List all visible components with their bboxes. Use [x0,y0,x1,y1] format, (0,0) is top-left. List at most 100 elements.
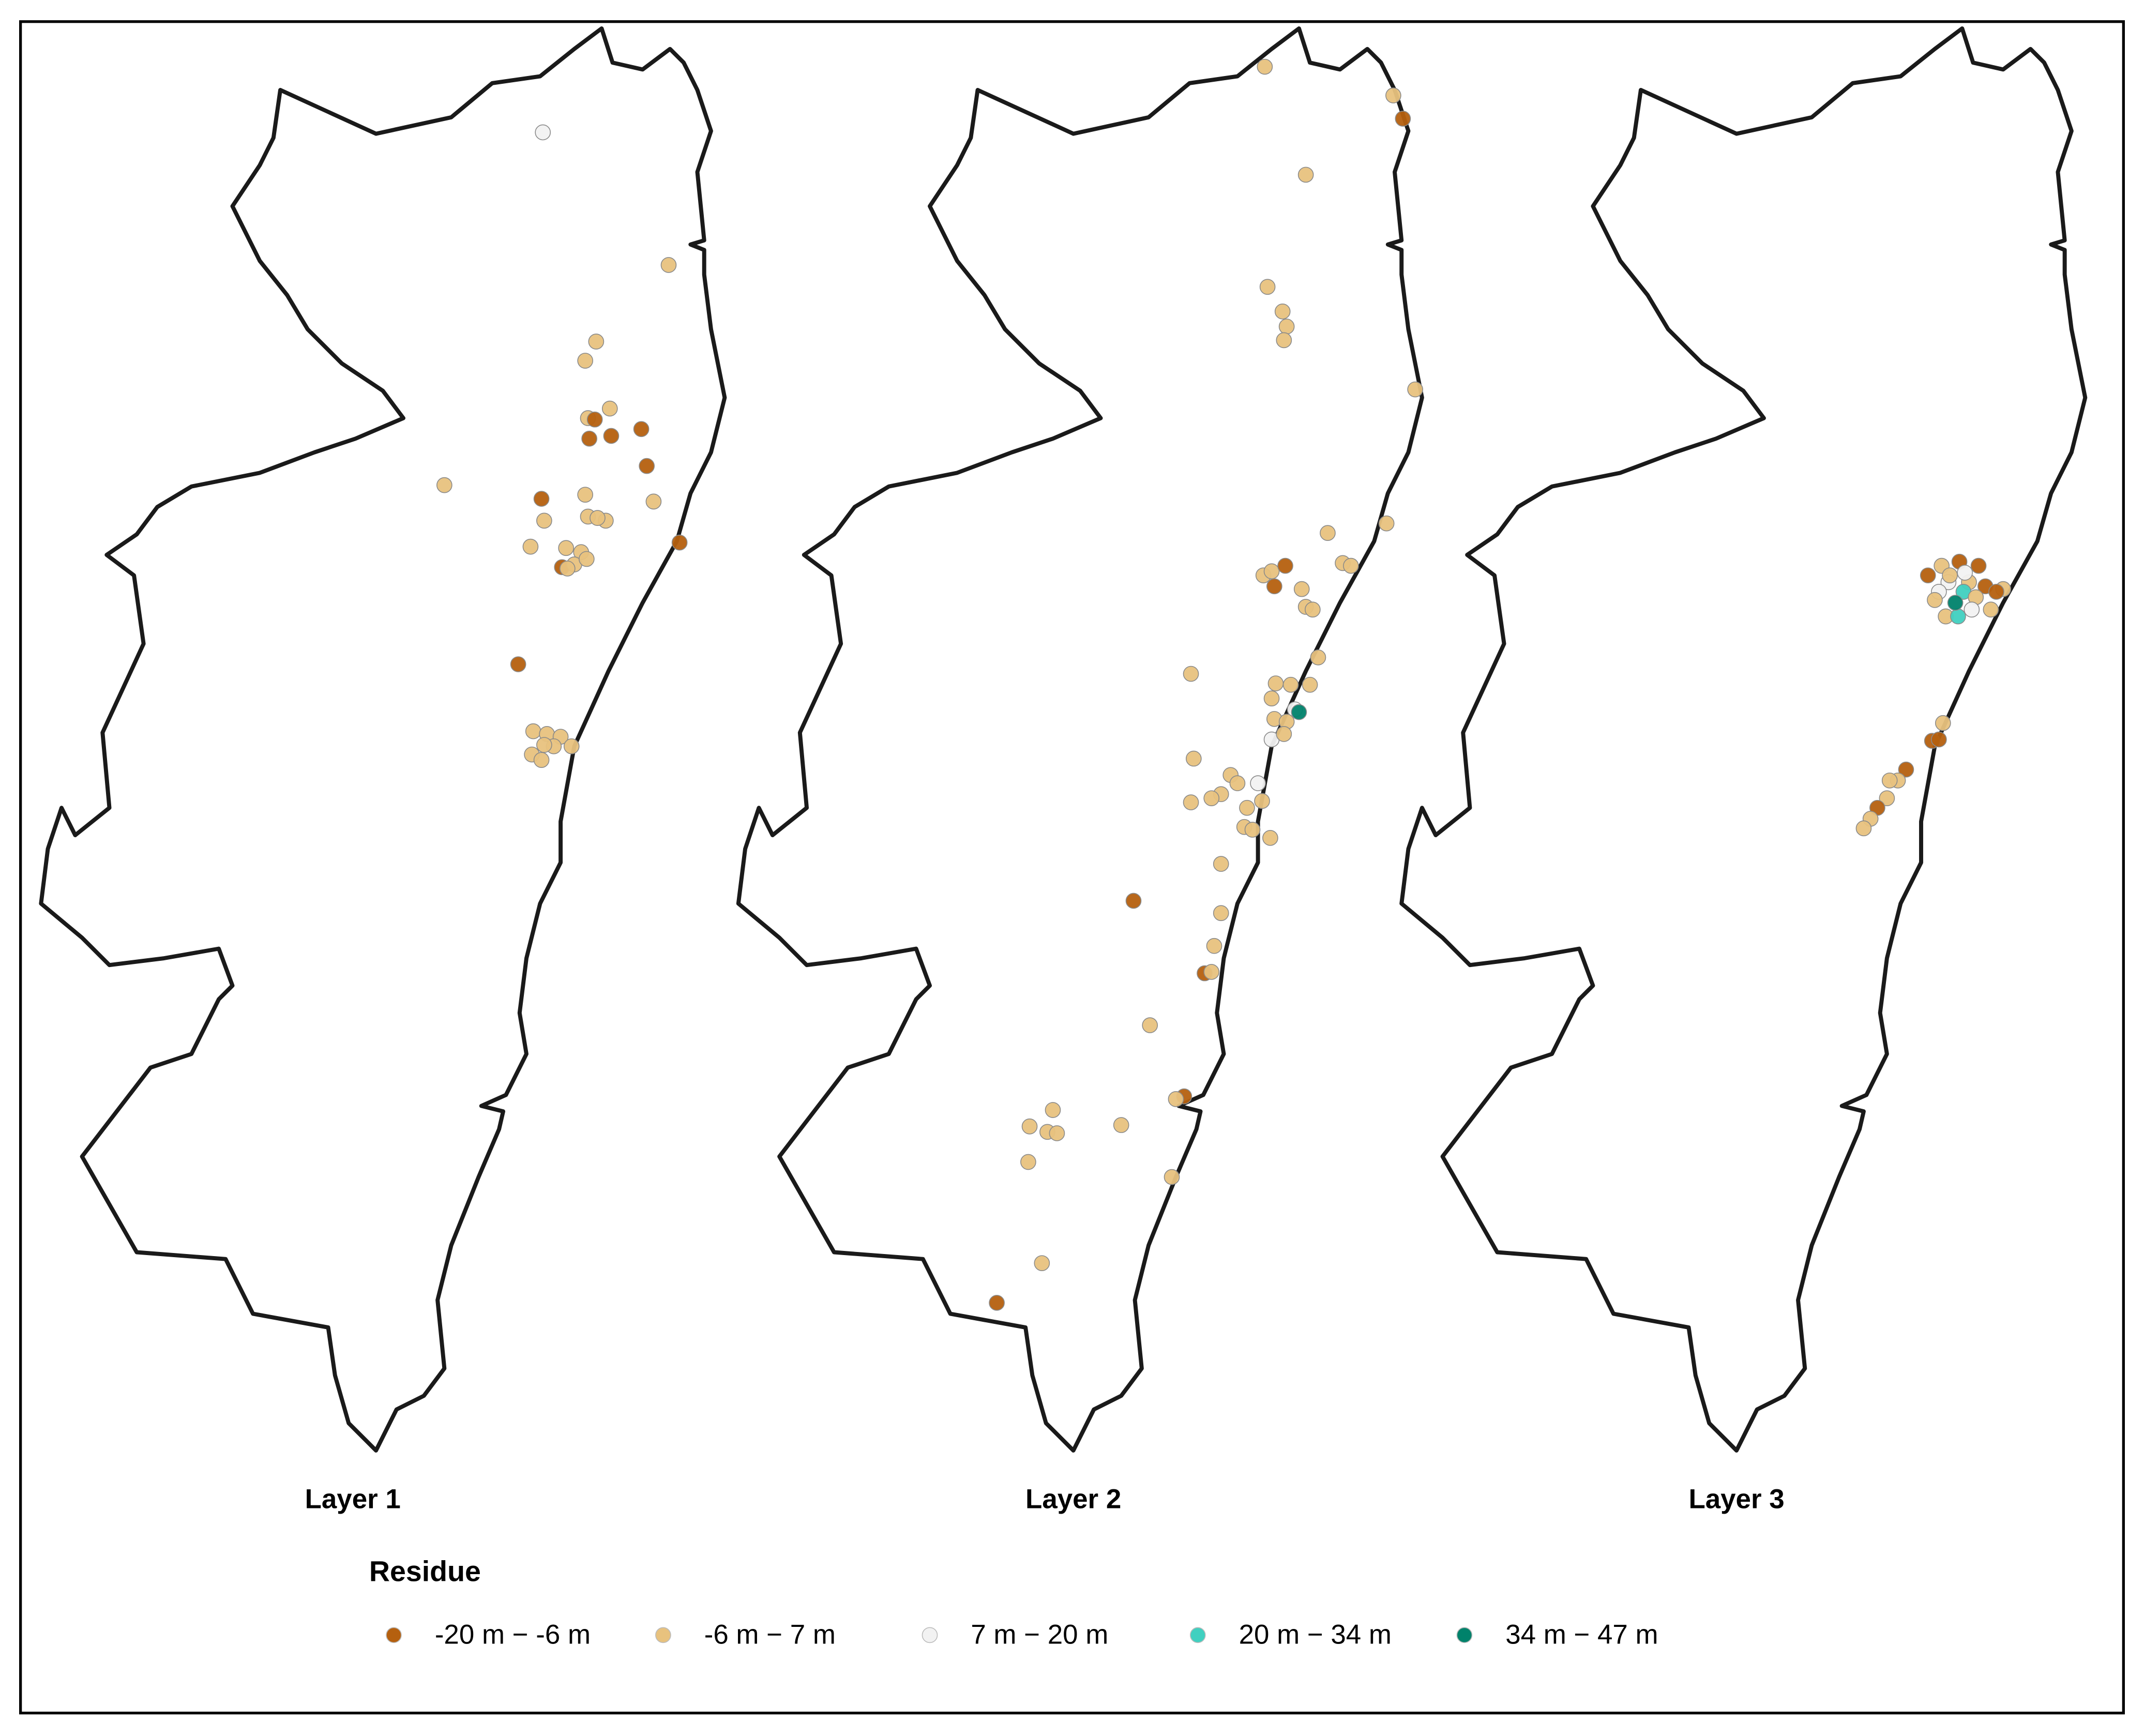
point [645,493,662,510]
legend-label: 34 m − 47 m [1505,1619,1658,1650]
point [577,487,594,503]
point [1276,332,1292,349]
point [1950,608,1966,625]
point [1957,565,1973,581]
point [1183,666,1199,682]
point [1213,905,1229,922]
point [1855,820,1872,837]
point [1305,601,1321,618]
legend-key [1456,1627,1473,1643]
point [1125,893,1142,909]
point [1259,279,1276,295]
point [1378,515,1395,532]
point [1164,1169,1180,1185]
point [1244,822,1261,838]
point [1263,690,1280,706]
point [633,421,650,437]
point [1229,775,1246,791]
legend-label: 20 m − 34 m [1239,1619,1392,1650]
point [535,124,551,141]
point [1988,584,2004,600]
point [1262,829,1278,846]
point [559,561,576,577]
point [1276,726,1292,742]
legend-label: -6 m − 7 m [704,1619,836,1650]
point [1343,557,1359,574]
point [1935,715,1951,731]
point [525,723,541,739]
point [1879,790,1895,806]
point [1297,167,1314,183]
point [1407,381,1424,398]
point [1970,557,1987,574]
point [1927,592,1943,608]
point [1277,557,1293,574]
point [1257,58,1273,75]
point [1947,595,1964,611]
point [1931,731,1947,748]
legend-title: Residue [369,1556,481,1588]
point [1278,319,1295,335]
point [1274,304,1291,320]
panel-title: Layer 3 [1688,1484,1784,1515]
legend-key [655,1627,671,1643]
point [1310,649,1326,666]
point [603,428,620,444]
frame [19,20,2125,1715]
point [1320,525,1336,541]
point [510,656,526,672]
point [558,540,575,556]
legend-label: -20 m − -6 m [435,1619,591,1650]
legend-key [922,1627,938,1643]
point [533,752,550,768]
point [1881,772,1898,789]
point [1964,601,1980,618]
point [989,1294,1005,1311]
point [1183,794,1199,810]
points [436,58,2011,1311]
point [536,512,552,529]
point [533,491,550,507]
point [601,400,618,417]
legend-label: 7 m − 20 m [971,1619,1108,1650]
panel-title: Layer 1 [305,1484,401,1515]
point [1302,676,1318,693]
point [1898,761,1914,778]
point [1395,111,1411,127]
point [1263,563,1280,580]
point [639,458,655,474]
point [671,534,688,551]
point [436,477,452,493]
point [1920,567,1936,583]
point [1250,775,1266,791]
point [578,551,595,567]
point [590,510,606,526]
point [1049,1125,1065,1141]
point [1185,750,1202,767]
point [1266,578,1282,595]
point [1293,581,1310,597]
point [1282,676,1299,693]
point [1983,601,1999,618]
point [660,257,677,273]
point [1034,1255,1050,1271]
point [1254,793,1270,809]
point [1206,938,1222,954]
point [1203,964,1220,980]
point [1213,856,1229,872]
point [1113,1117,1129,1133]
point [536,737,552,753]
point [581,430,597,447]
point [1020,1154,1036,1170]
point [586,411,603,428]
point [1021,1118,1038,1135]
point [563,738,580,754]
point [1267,675,1284,691]
point [1239,799,1255,816]
legend: -20 m − -6 m -6 m − 7 m 7 m − 20 m 20 m − 3… [386,1619,1658,1650]
point [588,334,605,350]
point [1142,1017,1158,1033]
point [1942,567,1958,583]
point [577,353,594,369]
